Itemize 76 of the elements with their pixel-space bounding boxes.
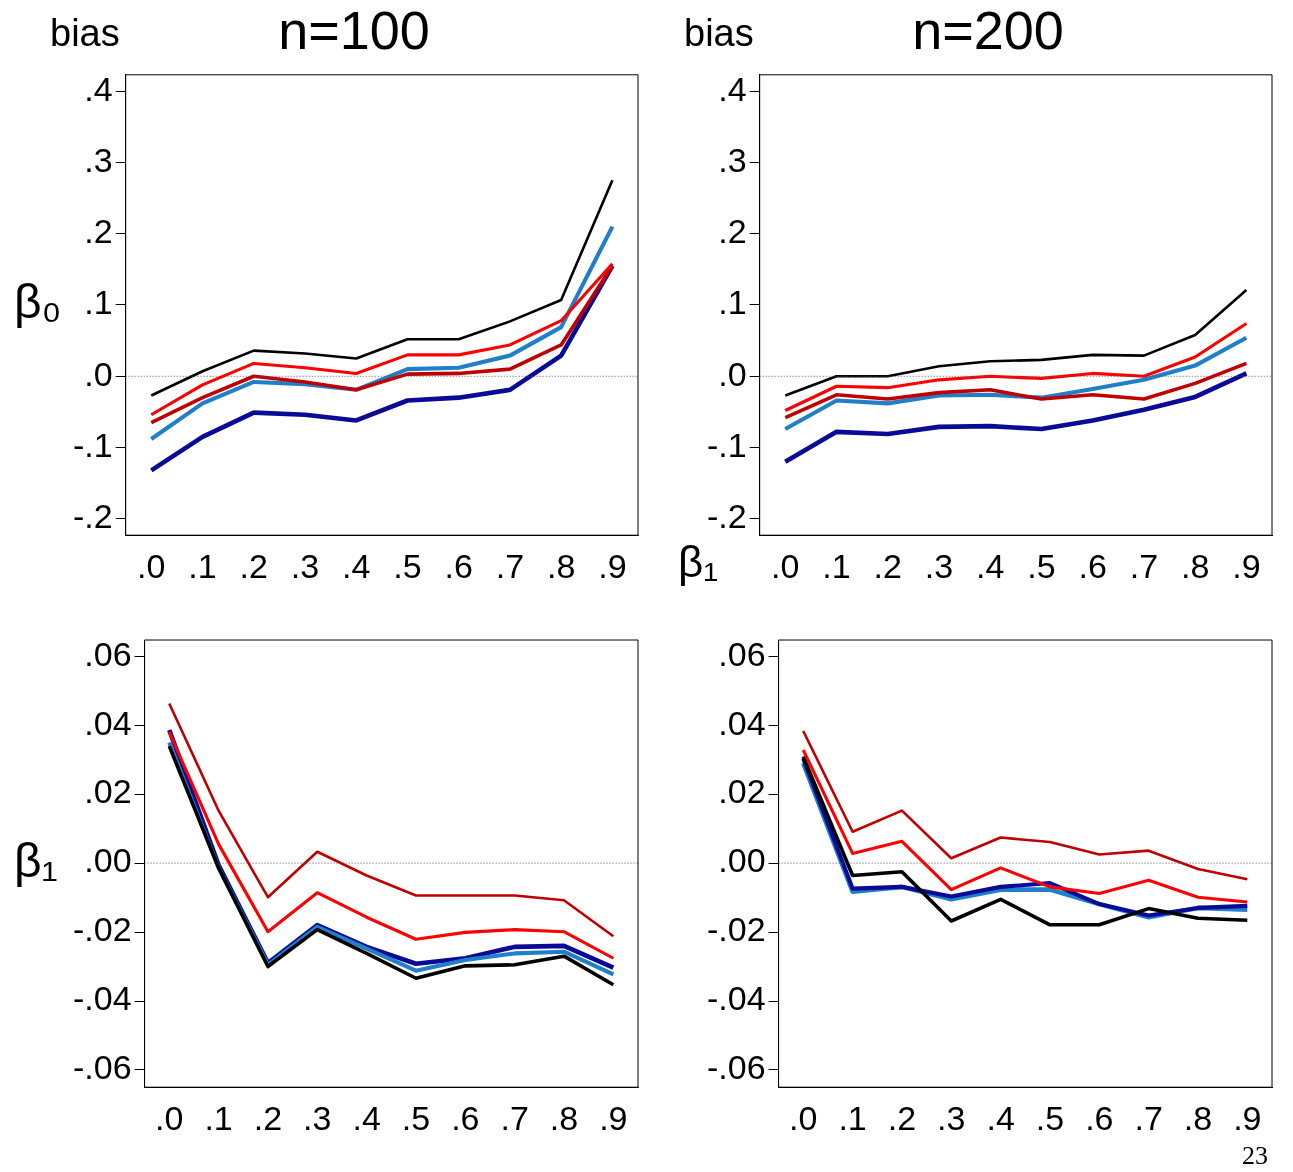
x-tick-label: .1	[188, 546, 217, 585]
y-tick-label: -.06	[706, 1048, 766, 1087]
y-tick-label: .02	[84, 772, 132, 811]
x-tick-label: .5	[1035, 1098, 1065, 1137]
y-axis-title: β₁	[14, 833, 58, 887]
y-tick-label: .1	[84, 283, 113, 322]
y-tick-label: .04	[84, 703, 132, 742]
x-tick-label: .6	[1078, 546, 1107, 585]
x-tick-label: .8	[1180, 546, 1210, 585]
x-tick-label: .1	[822, 546, 851, 585]
x-tick-label: .4	[986, 1098, 1015, 1137]
x-tick-label: .3	[937, 1098, 966, 1137]
x-tick-label: .2	[873, 546, 902, 585]
chart-title: n=200	[912, 0, 1064, 61]
y-tick-label: -.1	[706, 425, 747, 464]
y-tick-label: .0	[718, 354, 747, 393]
y-tick-label: -.02	[706, 910, 766, 949]
y-tick-label: .06	[84, 634, 132, 673]
y-tick-label: .1	[718, 283, 747, 322]
x-tick-label: .1	[838, 1098, 867, 1137]
y-tick-label: .2	[718, 212, 747, 251]
x-tick-label: .9	[598, 546, 627, 585]
y-tick-label: .02	[718, 772, 766, 811]
x-tick-label: .8	[1183, 1098, 1213, 1137]
x-tick-label: .6	[1085, 1098, 1114, 1137]
x-tick-label: .7	[495, 546, 525, 585]
y-tick-label: -.04	[706, 979, 766, 1018]
text: β₁	[678, 537, 719, 587]
x-tick-label: .2	[239, 546, 268, 585]
x-tick-label: .5	[401, 1098, 431, 1137]
y-axis-title: β₀	[14, 275, 62, 329]
x-tick-label: .7	[1134, 1098, 1163, 1137]
y-tick-label: .3	[718, 140, 747, 179]
x-tick-label: .2	[887, 1098, 917, 1137]
y-tick-label: -.04	[72, 979, 132, 1018]
x-tick-label: .4	[352, 1098, 381, 1137]
y-tick-label: .06	[718, 634, 766, 673]
x-tick-label: .9	[1232, 546, 1261, 585]
y-tick-label: -.2	[706, 497, 747, 536]
y-tick-label: .2	[84, 212, 113, 251]
y-tick-label: .00	[84, 841, 132, 880]
x-tick-label: .8	[546, 546, 576, 585]
text: 23	[1242, 1140, 1268, 1170]
x-tick-label: .9	[1233, 1098, 1262, 1137]
x-tick-label: .5	[1027, 546, 1056, 585]
x-tick-label: .3	[924, 546, 954, 585]
y-tick-label: .3	[84, 140, 113, 179]
y-tick-label: -.1	[72, 425, 113, 464]
y-tick-label: .04	[718, 703, 766, 742]
x-tick-label: .8	[549, 1098, 579, 1137]
y-tick-label: -.06	[72, 1048, 132, 1087]
y-tick-label: .4	[84, 69, 113, 108]
y-tick-label: .4	[718, 69, 747, 108]
x-tick-label: .0	[789, 1098, 818, 1137]
x-tick-label: .0	[137, 546, 166, 585]
x-tick-label: .6	[444, 546, 473, 585]
text: bias	[684, 12, 754, 55]
y-tick-label: -.02	[72, 910, 132, 949]
y-tick-label: .0	[84, 354, 113, 393]
x-tick-label: .6	[451, 1098, 480, 1137]
x-tick-label: .0	[771, 546, 800, 585]
x-tick-label: .9	[599, 1098, 628, 1137]
y-tick-label: .00	[718, 841, 766, 880]
x-tick-label: .3	[303, 1098, 332, 1137]
x-tick-label: .2	[253, 1098, 283, 1137]
x-tick-label: .7	[1129, 546, 1159, 585]
x-tick-label: .0	[155, 1098, 184, 1137]
x-tick-label: .4	[342, 546, 371, 585]
x-tick-label: .1	[204, 1098, 233, 1137]
text: bias	[50, 12, 120, 55]
x-tick-label: .3	[290, 546, 320, 585]
x-tick-label: .7	[500, 1098, 529, 1137]
x-tick-label: .5	[393, 546, 422, 585]
y-tick-label: -.2	[72, 497, 113, 536]
chart-title: n=100	[278, 0, 430, 61]
x-tick-label: .4	[976, 546, 1005, 585]
